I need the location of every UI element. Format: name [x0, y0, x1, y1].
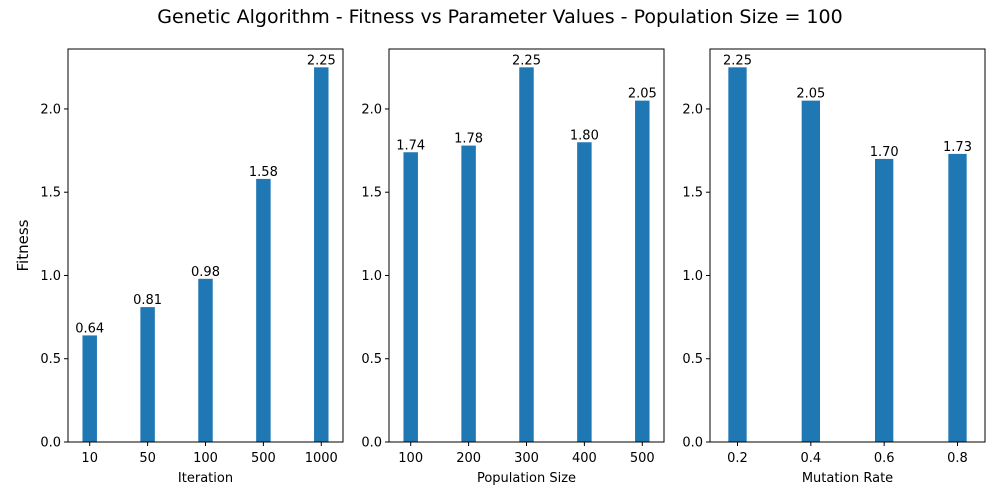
y-axis-label: Fitness	[14, 219, 32, 271]
y-tick-label: 1.5	[361, 186, 382, 201]
bar-0.4	[801, 100, 820, 443]
x-tick-label: 0.8	[947, 451, 968, 466]
subplot-1: 0.64 0.81 0.98 1.58 2.25 0.0 0.5 1.0 1.5 2.0 10 50 1…	[14, 48, 344, 486]
bar-1000	[314, 67, 329, 442]
y-tick-label: 0.0	[40, 436, 61, 451]
data-label: 2.05	[628, 87, 657, 102]
x-tick-label: 100	[193, 451, 218, 466]
y-tick-label: 0.5	[361, 352, 382, 367]
y-tick-label: 1.0	[682, 269, 703, 284]
bar-50	[140, 307, 155, 442]
x-axis-label: Iteration	[178, 471, 233, 486]
data-label: 1.73	[943, 140, 972, 155]
x-tick-label: 1000	[305, 451, 338, 466]
y-tick-label: 0.5	[40, 352, 61, 367]
data-label: 2.25	[723, 53, 752, 68]
x-tick-label: 300	[514, 451, 539, 466]
y-tick-label: 2.0	[40, 102, 61, 117]
y-tick-label: 1.5	[682, 186, 703, 201]
subplot-2: 1.74 1.78 2.25 1.80 2.05 0.0 0.5 1.0 1.5 2.0 100 20…	[361, 48, 665, 486]
bar-0.8	[948, 153, 967, 442]
x-tick-label: 500	[630, 451, 655, 466]
subplot-3: 2.25 2.05 1.70 1.73 0.0 0.5 1.0 1.5 2.0 0.2 0.4 0.6…	[682, 48, 986, 486]
x-tick-label: 50	[139, 451, 156, 466]
y-tick-label: 0.0	[361, 436, 382, 451]
data-label: 0.98	[191, 265, 220, 280]
x-tick-label: 500	[251, 451, 276, 466]
bar-500	[635, 100, 650, 443]
y-tick-label: 2.0	[682, 102, 703, 117]
data-label: 0.81	[133, 293, 162, 308]
x-tick-label: 200	[456, 451, 481, 466]
y-tick-label: 2.0	[361, 102, 382, 117]
y-tick-label: 1.0	[361, 269, 382, 284]
axes-frame	[709, 48, 986, 443]
bar-500	[256, 178, 271, 442]
bar-400	[577, 142, 592, 442]
bar-100	[198, 278, 213, 442]
bar-0.6	[875, 158, 894, 442]
x-axis-label: Mutation Rate	[802, 471, 893, 486]
x-tick-label: 400	[572, 451, 597, 466]
y-tick-label: 1.5	[40, 186, 61, 201]
y-tick-label: 1.0	[40, 269, 61, 284]
bar-10	[82, 335, 97, 442]
x-axis-label: Population Size	[477, 471, 576, 486]
data-label: 1.80	[570, 128, 599, 143]
x-tick-label: 0.4	[800, 451, 821, 466]
data-label: 0.64	[75, 321, 104, 336]
data-label: 2.25	[307, 53, 336, 68]
data-label: 2.05	[796, 87, 825, 102]
x-tick-label: 10	[81, 451, 98, 466]
figure-title: Genetic Algorithm - Fitness vs Parameter…	[157, 6, 843, 28]
y-tick-label: 0.5	[682, 352, 703, 367]
x-tick-label: 100	[398, 451, 423, 466]
data-label: 1.70	[870, 145, 899, 160]
x-tick-label: 0.6	[874, 451, 895, 466]
bar-200	[461, 145, 476, 442]
bar-100	[403, 152, 418, 442]
y-tick-label: 0.0	[682, 436, 703, 451]
x-tick-label: 0.2	[727, 451, 748, 466]
data-label: 1.74	[396, 138, 425, 153]
bar-300	[519, 67, 534, 442]
data-label: 1.78	[454, 132, 483, 147]
bar-0.2	[728, 67, 747, 442]
data-label: 2.25	[512, 53, 541, 68]
data-label: 1.58	[249, 165, 278, 180]
